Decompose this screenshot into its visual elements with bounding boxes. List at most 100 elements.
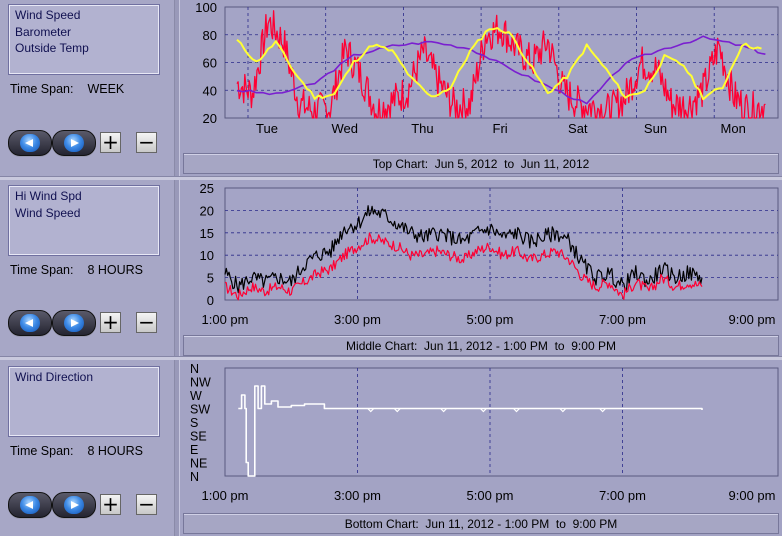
- right-arrow-icon: [64, 314, 84, 332]
- top-series-list[interactable]: Wind Speed Barometer Outside Temp: [8, 4, 160, 75]
- bottom-series-list[interactable]: Wind Direction: [8, 366, 160, 437]
- y-tick-label: N: [190, 470, 199, 484]
- x-tick-label: Wed: [331, 121, 358, 136]
- middle-forward-button[interactable]: [52, 310, 96, 336]
- divider: [174, 360, 180, 536]
- series-item[interactable]: Wind Speed: [15, 8, 81, 22]
- top-chart-area: 100 80 60 40 20 Tue Wed Thu Fri Sat Sun Mon: [180, 0, 782, 176]
- x-tick-label: Sun: [644, 121, 667, 136]
- series-item[interactable]: Wind Speed: [15, 205, 81, 220]
- bottom-forward-button[interactable]: [52, 492, 96, 518]
- wind-direction-dip: [559, 408, 567, 413]
- middle-nav-controls: + −: [8, 310, 168, 336]
- middle-series-list[interactable]: Hi Wind Spd Wind Speed: [8, 185, 160, 256]
- bottom-panel: Wind Direction Time Span: 8 HOURS + − N NW…: [0, 360, 782, 536]
- y-tick-label: E: [190, 443, 198, 457]
- time-span-label: Time Span:: [10, 444, 74, 458]
- divider: [174, 180, 180, 356]
- x-tick-label: Thu: [411, 121, 433, 136]
- x-tick-label: 7:00 pm: [599, 312, 646, 327]
- top-chart: 100 80 60 40 20 Tue Wed Thu Fri Sat Sun Mon: [195, 0, 779, 136]
- top-left-controls: Wind Speed Barometer Outside Temp Time S…: [0, 0, 174, 176]
- wind-direction-dip: [513, 408, 520, 413]
- y-tick-label: 100: [195, 0, 217, 15]
- middle-chart: 25 20 15 10 5 0 1:00 pm 3:00 pm 5:00 pm 7:00 pm 9:…: [200, 181, 779, 327]
- divider: [174, 0, 180, 176]
- middle-zoom-in-button[interactable]: +: [100, 312, 121, 333]
- y-tick-label: 40: [203, 83, 217, 98]
- right-arrow-icon: [64, 134, 84, 152]
- top-back-button[interactable]: [8, 130, 52, 156]
- wind-direction-dip: [599, 408, 607, 413]
- wind-direction-line: [238, 385, 703, 477]
- right-arrow-icon: [64, 496, 84, 514]
- wind-direction-dip: [393, 408, 401, 413]
- bottom-time-span: Time Span: 8 HOURS: [10, 444, 157, 458]
- x-tick-label: 9:00 pm: [729, 312, 776, 327]
- top-panel: Wind Speed Barometer Outside Temp Time S…: [0, 0, 782, 176]
- plot-frame: [224, 187, 779, 301]
- y-tick-label: N: [190, 362, 199, 376]
- y-tick-label: SE: [190, 430, 207, 444]
- y-tick-label: W: [190, 389, 202, 403]
- x-tick-label: 7:00 pm: [599, 488, 646, 503]
- middle-time-span: Time Span: 8 HOURS: [10, 263, 157, 277]
- middle-back-button[interactable]: [8, 310, 52, 336]
- hi-wind-speed-line: [224, 205, 703, 294]
- x-tick-label: Fri: [493, 121, 508, 136]
- series-item[interactable]: Barometer: [15, 24, 72, 39]
- y-tick-label: NW: [190, 376, 211, 390]
- x-tick-label: 5:00 pm: [467, 488, 514, 503]
- series-item[interactable]: Wind Direction: [15, 370, 94, 384]
- x-tick-label: 5:00 pm: [467, 312, 514, 327]
- time-span-label: Time Span:: [10, 82, 74, 96]
- outside-temp-line: [236, 27, 762, 101]
- x-tick-label: 1:00 pm: [202, 488, 249, 503]
- y-tick-label: 20: [200, 203, 214, 218]
- y-tick-label: 80: [203, 28, 217, 43]
- middle-chart-caption: Middle Chart: Jun 11, 2012 - 1:00 PM to …: [183, 335, 779, 356]
- series-item[interactable]: Outside Temp: [15, 41, 89, 55]
- y-tick-label: 60: [203, 56, 217, 71]
- series-item[interactable]: Hi Wind Spd: [15, 189, 82, 203]
- middle-zoom-out-button[interactable]: −: [136, 312, 157, 333]
- top-forward-button[interactable]: [52, 130, 96, 156]
- y-tick-label: 20: [203, 111, 217, 126]
- time-span-value: 8 HOURS: [87, 263, 144, 277]
- y-tick-label: 0: [207, 293, 214, 308]
- middle-panel: Hi Wind Spd Wind Speed Time Span: 8 HOURS…: [0, 180, 782, 356]
- wind-direction-dip: [367, 408, 375, 413]
- top-chart-caption: Top Chart: Jun 5, 2012 to Jun 11, 2012: [183, 153, 779, 174]
- bottom-zoom-out-button[interactable]: −: [136, 494, 157, 515]
- plot-frame: [224, 367, 779, 477]
- wind-direction-dip: [479, 408, 487, 413]
- top-zoom-out-button[interactable]: −: [136, 132, 157, 153]
- panel-separator: [0, 356, 782, 360]
- y-tick-label: 15: [200, 226, 214, 241]
- x-tick-label: 3:00 pm: [334, 312, 381, 327]
- x-tick-label: 3:00 pm: [334, 488, 381, 503]
- time-span-label: Time Span:: [10, 263, 74, 277]
- top-zoom-in-button[interactable]: +: [100, 132, 121, 153]
- left-arrow-icon: [20, 134, 40, 152]
- bottom-left-controls: Wind Direction Time Span: 8 HOURS + −: [0, 360, 174, 536]
- left-arrow-icon: [20, 314, 40, 332]
- middle-left-controls: Hi Wind Spd Wind Speed Time Span: 8 HOURS…: [0, 180, 174, 356]
- x-tick-label: Mon: [721, 121, 746, 136]
- barometer-line: [236, 35, 766, 105]
- bottom-back-button[interactable]: [8, 492, 52, 518]
- y-tick-label: 25: [200, 181, 214, 196]
- x-tick-label: Sat: [568, 121, 588, 136]
- y-tick-label: 5: [207, 271, 214, 286]
- top-time-span: Time Span: WEEK: [10, 82, 138, 96]
- time-span-value: WEEK: [87, 82, 125, 96]
- middle-chart-area: 25 20 15 10 5 0 1:00 pm 3:00 pm 5:00 pm 7:00 pm 9:…: [180, 180, 782, 356]
- x-tick-label: 1:00 pm: [202, 312, 249, 327]
- y-tick-label: NE: [190, 457, 207, 471]
- bottom-zoom-in-button[interactable]: +: [100, 494, 121, 515]
- y-tick-label: SW: [190, 403, 210, 417]
- x-tick-label: Tue: [256, 121, 278, 136]
- bottom-chart-area: N NW W SW S SE E NE N 1:00 pm 3:00 pm 5:00 pm 7:00 p…: [180, 360, 782, 536]
- left-arrow-icon: [20, 496, 40, 514]
